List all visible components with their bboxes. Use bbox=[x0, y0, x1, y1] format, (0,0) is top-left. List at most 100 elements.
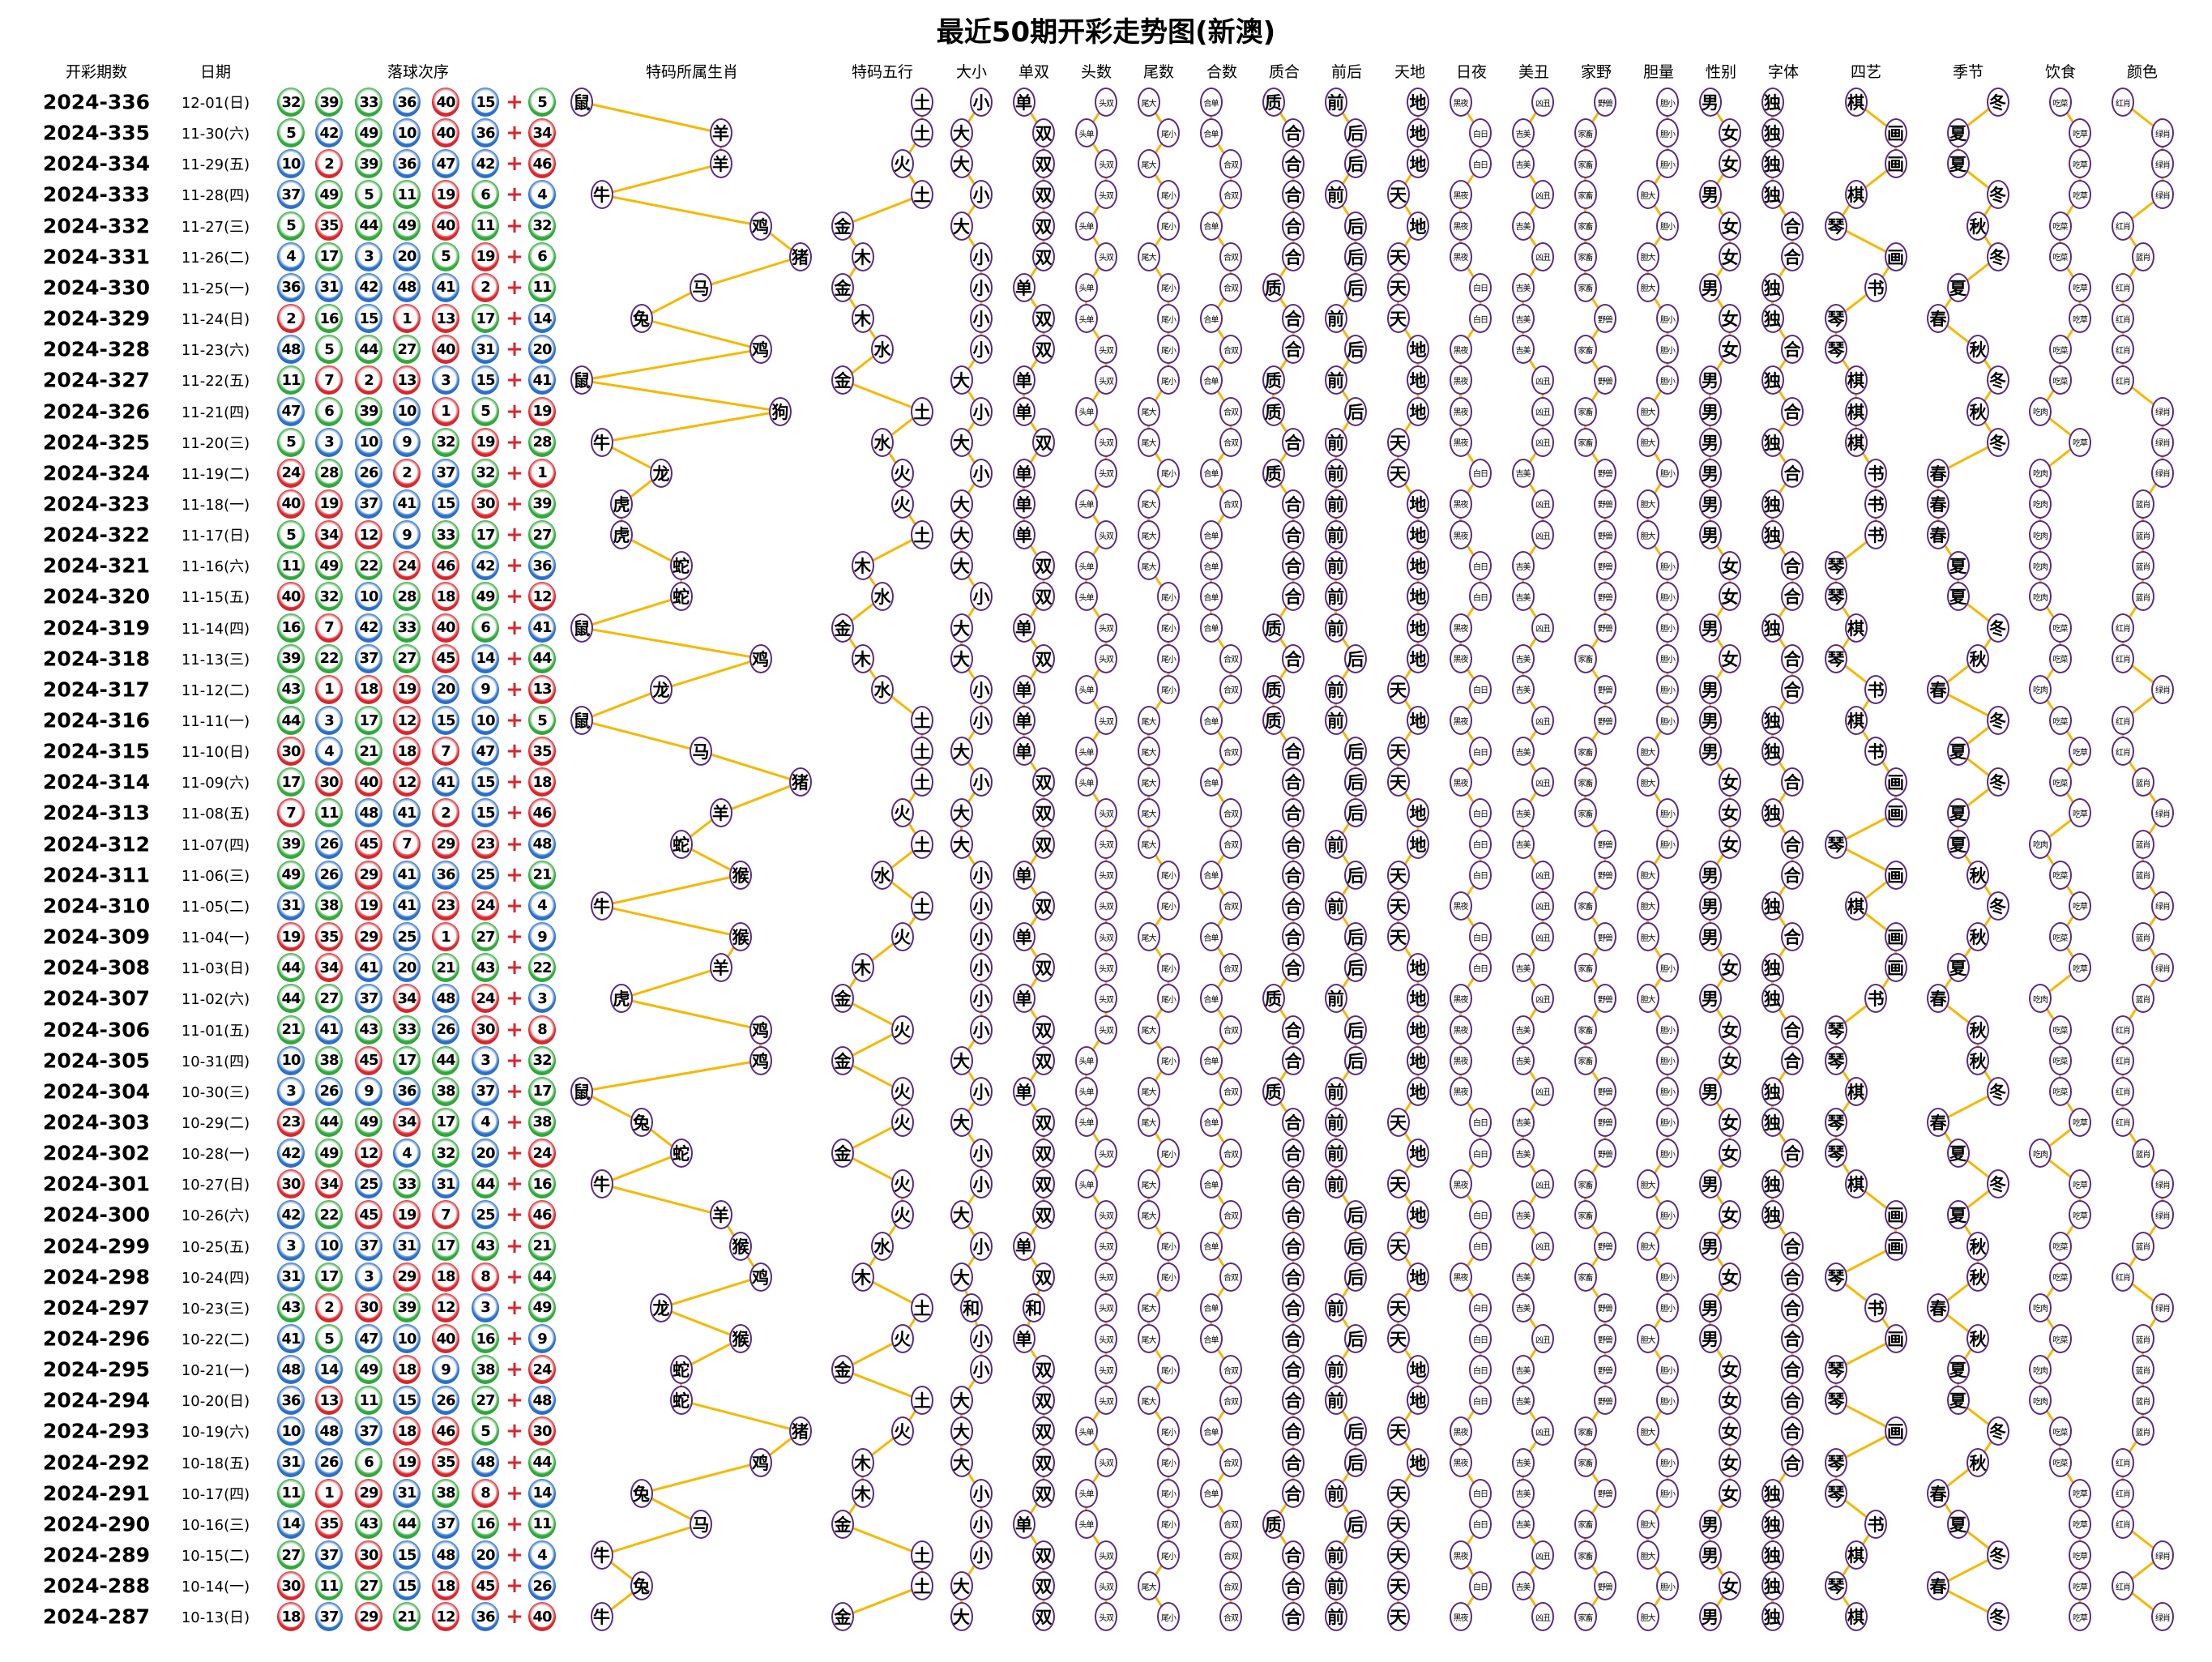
day-night-node: 黑夜 bbox=[1449, 706, 1472, 735]
domestic-wild-node: 野兽 bbox=[1594, 860, 1616, 890]
column-header: 胆量 bbox=[1642, 63, 1675, 81]
diet-node: 吃菜 bbox=[2048, 1015, 2072, 1045]
column-header: 落球次序 bbox=[386, 63, 450, 81]
head-node: 头双 bbox=[1095, 984, 1117, 1014]
ball-number: 48 bbox=[396, 277, 417, 298]
glyph-node: 独 bbox=[1761, 737, 1784, 767]
gender-node: 女 bbox=[1719, 551, 1741, 581]
glyph-node: 合 bbox=[1781, 582, 1804, 612]
season-node: 夏 bbox=[1946, 737, 1970, 767]
ball-number: 3 bbox=[435, 370, 456, 391]
arts-node: 书 bbox=[1864, 984, 1887, 1014]
diet-node: 吃肉 bbox=[2029, 520, 2052, 550]
domestic-wild-node: 家畜 bbox=[1574, 396, 1597, 426]
size-node: 小 bbox=[970, 1478, 993, 1508]
ball: 9 bbox=[393, 520, 421, 550]
odd-even-node: 单 bbox=[1012, 860, 1036, 890]
glyph-node: 独 bbox=[1761, 1602, 1784, 1632]
zodiac-node: 鼠 bbox=[570, 365, 593, 395]
season-node: 春 bbox=[1927, 489, 1949, 519]
domestic-wild-node: 野兽 bbox=[1594, 365, 1616, 395]
heaven-earth-node: 天 bbox=[1386, 1478, 1410, 1508]
draw-date: 11-30(六) bbox=[181, 126, 250, 143]
ball-number: 5 bbox=[280, 122, 301, 143]
domestic-wild-node: 家畜 bbox=[1574, 272, 1597, 302]
tail-node: 尾大 bbox=[1137, 1169, 1160, 1199]
color-node: 绿肖 bbox=[2151, 891, 2174, 921]
glyph-node: 合 bbox=[1781, 922, 1804, 952]
ball-number: 37 bbox=[435, 463, 456, 484]
zodiac-node: 虎 bbox=[610, 489, 633, 519]
beauty-node: 吉美 bbox=[1511, 1292, 1535, 1322]
ball-number: 32 bbox=[318, 586, 339, 607]
zodiac-node: 龙 bbox=[650, 458, 673, 488]
odd-even-node: 双 bbox=[1032, 1602, 1055, 1632]
beauty-node: 凶丑 bbox=[1531, 1416, 1554, 1446]
color-node: 蓝肖 bbox=[2131, 489, 2154, 519]
zodiac-trend-segment bbox=[700, 255, 801, 289]
head-node: 头双 bbox=[1095, 1540, 1117, 1570]
draw-date: 11-16(六) bbox=[181, 558, 250, 576]
beauty-node: 凶丑 bbox=[1531, 427, 1554, 457]
ball-number: 36 bbox=[280, 277, 301, 298]
color-node: 蓝肖 bbox=[2131, 1355, 2154, 1385]
size-node: 大 bbox=[950, 1571, 973, 1601]
size-node: 小 bbox=[970, 1169, 993, 1199]
ball-number: 19 bbox=[475, 432, 496, 453]
prime-node: 合 bbox=[1282, 1015, 1305, 1045]
tail-node: 尾大 bbox=[1137, 1015, 1160, 1045]
heaven-earth-node: 天 bbox=[1386, 1416, 1410, 1446]
front-back-node: 后 bbox=[1344, 396, 1367, 426]
gender-node: 女 bbox=[1719, 582, 1741, 612]
draw-date: 11-24(日) bbox=[181, 311, 250, 329]
beauty-node: 凶丑 bbox=[1531, 922, 1554, 952]
diet-node: 吃菜 bbox=[2048, 922, 2072, 952]
ball: 40 bbox=[432, 88, 459, 117]
color-node: 红肖 bbox=[2112, 365, 2134, 395]
tail-node: 尾大 bbox=[1137, 489, 1160, 519]
heaven-earth-node: 天 bbox=[1386, 1602, 1410, 1632]
draw-date: 11-28(四) bbox=[181, 187, 250, 205]
diet-node: 吃菜 bbox=[2048, 767, 2072, 797]
sum-node: 合双 bbox=[1219, 335, 1242, 365]
zodiac-trend-segment bbox=[601, 904, 741, 938]
beauty-node: 凶丑 bbox=[1531, 396, 1554, 426]
size-node: 大 bbox=[950, 829, 973, 859]
head-node: 头单 bbox=[1074, 1107, 1098, 1137]
day-night-node: 白日 bbox=[1469, 1355, 1492, 1385]
wuxing-node: 木 bbox=[851, 551, 874, 581]
color-node: 绿肖 bbox=[2151, 1200, 2174, 1230]
arts-node: 棋 bbox=[1844, 88, 1868, 117]
wuxing-node: 金 bbox=[831, 272, 854, 302]
sum-node: 合双 bbox=[1219, 149, 1242, 179]
glyph-node: 合 bbox=[1781, 241, 1804, 271]
heaven-earth-node: 地 bbox=[1407, 1076, 1429, 1106]
ball: 26 bbox=[355, 458, 382, 488]
tail-node: 尾小 bbox=[1157, 1416, 1180, 1446]
diet-node: 吃草 bbox=[2069, 891, 2091, 921]
diet-node: 吃草 bbox=[2069, 798, 2091, 828]
gender-node: 男 bbox=[1698, 922, 1722, 952]
head-node: 头单 bbox=[1074, 1045, 1098, 1075]
gender-node: 女 bbox=[1719, 1571, 1741, 1601]
ball: 48 bbox=[393, 272, 421, 302]
diet-node: 吃肉 bbox=[2029, 458, 2052, 488]
season-node: 冬 bbox=[1986, 365, 2009, 395]
season-node: 春 bbox=[1927, 674, 1949, 704]
beauty-node: 吉美 bbox=[1511, 1447, 1535, 1477]
column-header: 日期 bbox=[199, 63, 232, 81]
zodiac-node: 兔 bbox=[630, 304, 653, 334]
color-node: 红肖 bbox=[2112, 1045, 2134, 1075]
column-header: 特码五行 bbox=[851, 63, 914, 81]
day-night-node: 白日 bbox=[1469, 1478, 1492, 1508]
sum-node: 合单 bbox=[1199, 860, 1223, 890]
day-night-node: 黑夜 bbox=[1449, 520, 1472, 550]
zodiac-trend-segment bbox=[581, 100, 721, 135]
column-header: 开彩期数 bbox=[65, 63, 128, 81]
domestic-wild-node: 野兽 bbox=[1594, 922, 1616, 952]
front-back-node: 后 bbox=[1344, 1231, 1367, 1261]
odd-even-node: 双 bbox=[1032, 180, 1055, 210]
tail-node: 尾小 bbox=[1157, 1045, 1180, 1075]
odd-even-node: 单 bbox=[1012, 1231, 1036, 1261]
domestic-wild-node: 家畜 bbox=[1574, 1262, 1597, 1292]
